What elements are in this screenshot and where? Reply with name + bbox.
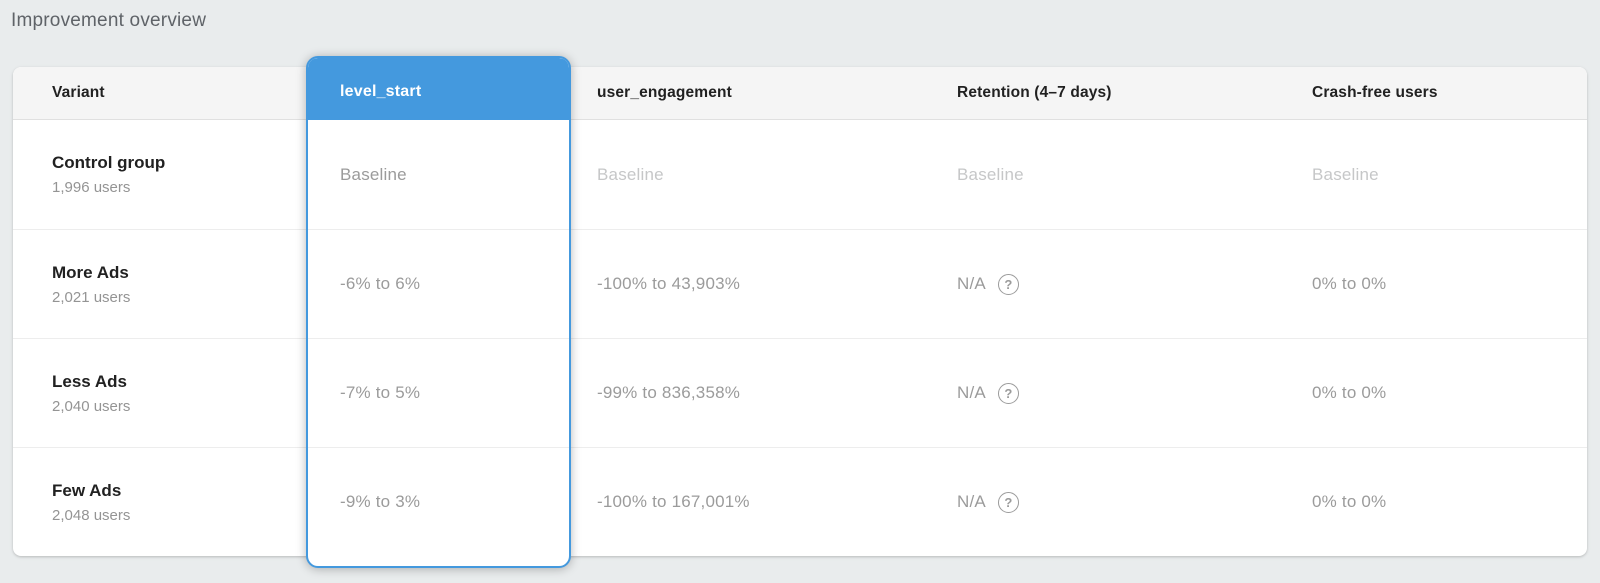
cell-crash-free: 0% to 0% <box>1312 492 1387 511</box>
retention-value: N/A <box>957 492 986 511</box>
table-row-more-ads: More Ads 2,021 users -100% to 43,903% N/… <box>13 229 1587 338</box>
retention-value: N/A <box>957 274 986 293</box>
variant-user-count: 2,040 users <box>52 397 131 415</box>
cell-level-start: -7% to 5% <box>308 338 569 447</box>
cell-retention: N/A ? <box>933 448 1288 556</box>
cell-user-engagement: Baseline <box>597 164 664 184</box>
table-row-less-ads: Less Ads 2,040 users -99% to 836,358% N/… <box>13 338 1587 447</box>
cell-user-engagement: -99% to 836,358% <box>597 383 741 402</box>
cell-level-start: Baseline <box>340 164 407 184</box>
cell-level-start: -6% to 6% <box>308 229 569 338</box>
table-row-few-ads: Few Ads 2,048 users -100% to 167,001% N/… <box>13 447 1587 556</box>
variant-cell: Control group 1,996 users <box>13 120 306 229</box>
variant-user-count: 2,048 users <box>52 506 131 524</box>
variant-name: Control group <box>52 153 166 172</box>
variant-user-count: 1,996 users <box>52 179 131 196</box>
column-header-variant: Variant <box>52 84 105 101</box>
cell-retention: Baseline <box>957 164 1024 184</box>
cell-user-engagement: -100% to 43,903% <box>597 274 741 293</box>
variant-name: Few Ads <box>52 480 122 500</box>
cell-crash-free: 0% to 0% <box>1312 383 1387 402</box>
variant-cell: More Ads 2,021 users <box>13 230 306 338</box>
cell-level-start: -9% to 3% <box>308 447 569 556</box>
cell-retention: N/A ? <box>933 339 1288 447</box>
column-header-user-engagement[interactable]: user_engagement <box>597 84 732 101</box>
table-row-control-group: Control group 1,996 users Baseline Basel… <box>13 120 1587 229</box>
column-header-retention[interactable]: Retention (4–7 days) <box>957 84 1112 101</box>
cell-user-engagement: -100% to 167,001% <box>597 492 750 511</box>
variant-user-count: 2,021 users <box>52 288 131 306</box>
cell-crash-free: 0% to 0% <box>1312 274 1387 293</box>
table-header-row: Variant user_engagement Retention (4–7 d… <box>13 67 1587 120</box>
selected-metric-column: level_start Baseline -6% to 6% -7% to 5%… <box>306 56 571 568</box>
variant-name: Less Ads <box>52 371 127 391</box>
page-title: Improvement overview <box>11 10 207 31</box>
variant-cell: Few Ads 2,048 users <box>13 448 306 556</box>
results-table-card: Variant user_engagement Retention (4–7 d… <box>13 67 1587 556</box>
help-icon[interactable]: ? <box>997 491 1019 513</box>
column-header-crash-free[interactable]: Crash-free users <box>1312 84 1438 101</box>
help-icon[interactable]: ? <box>997 382 1019 404</box>
retention-value: N/A <box>957 383 986 402</box>
variant-name: More Ads <box>52 262 129 282</box>
cell-crash-free: Baseline <box>1312 164 1379 184</box>
cell-retention: N/A ? <box>933 230 1288 338</box>
help-icon[interactable]: ? <box>997 273 1019 295</box>
column-header-level-start[interactable]: level_start <box>308 58 569 120</box>
variant-cell: Less Ads 2,040 users <box>13 339 306 447</box>
